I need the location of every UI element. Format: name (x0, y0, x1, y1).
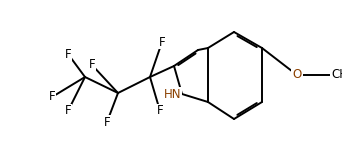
Text: HN: HN (164, 87, 182, 100)
Text: CH₃: CH₃ (331, 69, 342, 82)
Text: F: F (104, 115, 110, 128)
Text: F: F (157, 104, 163, 118)
Text: F: F (49, 90, 55, 104)
Text: F: F (159, 35, 165, 49)
Text: O: O (292, 69, 302, 82)
Text: F: F (65, 48, 71, 60)
Text: F: F (89, 59, 95, 72)
Text: F: F (65, 104, 71, 118)
